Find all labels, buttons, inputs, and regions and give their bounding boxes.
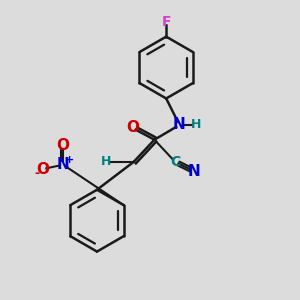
Text: O: O: [57, 138, 70, 153]
Text: H: H: [191, 118, 202, 131]
Text: N: N: [57, 157, 70, 172]
Text: O: O: [126, 120, 139, 135]
Text: H: H: [100, 155, 111, 168]
Text: N: N: [188, 164, 200, 179]
Text: C: C: [170, 155, 180, 169]
Text: -: -: [34, 167, 39, 180]
Text: +: +: [64, 155, 74, 165]
Text: O: O: [36, 162, 49, 177]
Text: N: N: [173, 118, 186, 133]
Text: F: F: [161, 15, 171, 29]
